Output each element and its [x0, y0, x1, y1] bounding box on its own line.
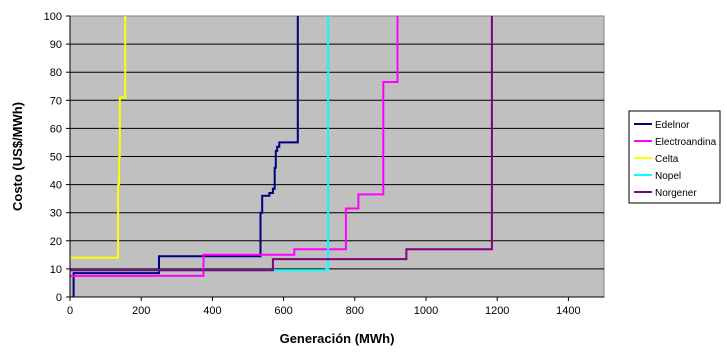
x-tick-label: 400 [203, 305, 221, 317]
series-line-edelnor [72, 16, 299, 297]
y-tick-label: 40 [50, 180, 62, 192]
y-tick-label: 100 [44, 11, 62, 23]
y-tick-label: 70 [50, 95, 62, 107]
legend-label-edelnor: Edelnor [655, 120, 690, 131]
x-tick-label: 600 [274, 305, 292, 317]
x-tick-label: 1000 [414, 305, 438, 317]
x-axis-title: Generación (MWh) [280, 331, 395, 346]
y-tick-label: 50 [50, 152, 62, 164]
y-tick-label: 60 [50, 123, 62, 135]
y-axis-title: Costo (US$/MWh) [10, 102, 25, 211]
legend-label-electroandina: Electroandina [655, 137, 717, 148]
legend-label-celta: Celta [655, 154, 679, 165]
series-line-electroandina [70, 16, 399, 277]
y-tick-label: 30 [50, 208, 62, 220]
y-tick-label: 0 [56, 292, 62, 304]
x-tick-label: 800 [346, 305, 364, 317]
legend: Edelnor Electroandina Celta Nopel Norgener [628, 110, 721, 204]
y-tick-label: 10 [50, 264, 62, 276]
y-tick-label: 20 [50, 236, 62, 248]
series-line-norgener [70, 16, 493, 272]
y-tick-label: 80 [50, 67, 62, 79]
x-tick-label: 1400 [556, 305, 580, 317]
x-tick-label: 1200 [485, 305, 509, 317]
legend-label-norgener: Norgener [655, 188, 697, 199]
legend-label-nopel: Nopel [655, 171, 681, 182]
series-line-celta [70, 16, 127, 259]
plot-layer [69, 15, 605, 298]
x-tick-label: 200 [132, 305, 150, 317]
y-tick-label: 90 [50, 39, 62, 51]
x-tick-label: 0 [67, 305, 73, 317]
